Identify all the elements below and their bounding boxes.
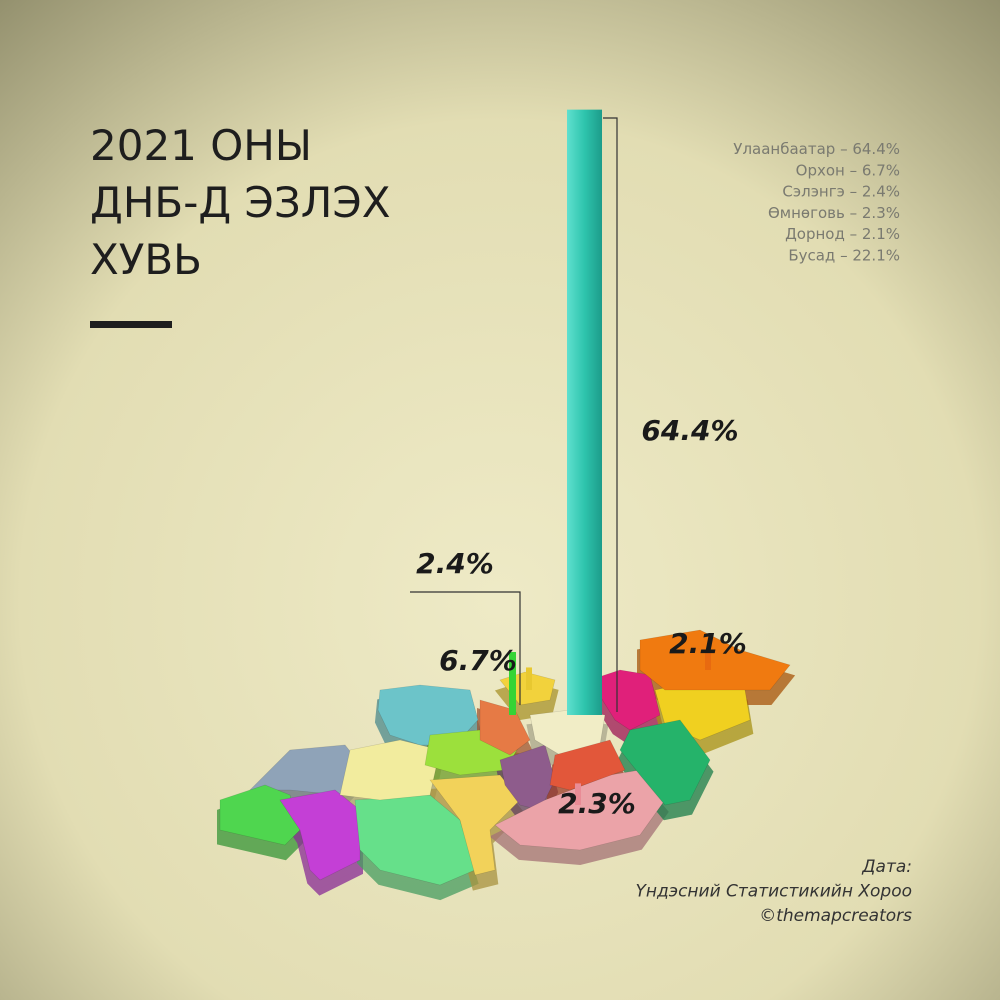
legend-item: Өмнөговь – 2.3% — [768, 204, 900, 222]
value-label: 64.4% — [641, 414, 738, 447]
legend-item: Сэлэнгэ – 2.4% — [782, 183, 900, 201]
legend-item: Бусад – 22.1% — [788, 247, 900, 265]
source-line: ©themapcreators — [759, 906, 912, 926]
title-line: 2021 ОНЫ — [90, 121, 312, 170]
bar — [567, 109, 602, 715]
region — [339, 739, 441, 801]
source-line: Дата: — [861, 857, 912, 877]
region — [639, 629, 791, 691]
value-label: 2.1% — [669, 627, 747, 660]
source-line: Үндэсний Статистикийн Хороо — [635, 882, 912, 902]
value-label: 2.3% — [558, 787, 636, 820]
region — [619, 719, 711, 806]
region — [549, 739, 626, 791]
bar — [526, 667, 532, 690]
title-line: ХУВЬ — [90, 235, 202, 284]
leader-line — [603, 117, 618, 712]
legend-item: Дорнод – 2.1% — [785, 225, 900, 243]
bars — [509, 109, 711, 805]
bar — [705, 650, 711, 670]
map-regions — [217, 629, 796, 901]
bar — [575, 783, 581, 805]
title-line: ДНБ-Д ЭЗЛЭХ — [90, 178, 390, 227]
leader-line — [410, 591, 521, 705]
legend-item: Орхон – 6.7% — [796, 161, 900, 179]
region — [279, 789, 361, 881]
region — [589, 669, 661, 731]
title-underline — [90, 321, 172, 328]
value-label: 2.4% — [416, 547, 494, 580]
region — [354, 794, 476, 886]
bar — [509, 652, 516, 715]
legend-item: Улаанбаатар – 64.4% — [733, 140, 900, 158]
region — [429, 774, 521, 876]
value-label: 6.7% — [439, 644, 517, 677]
